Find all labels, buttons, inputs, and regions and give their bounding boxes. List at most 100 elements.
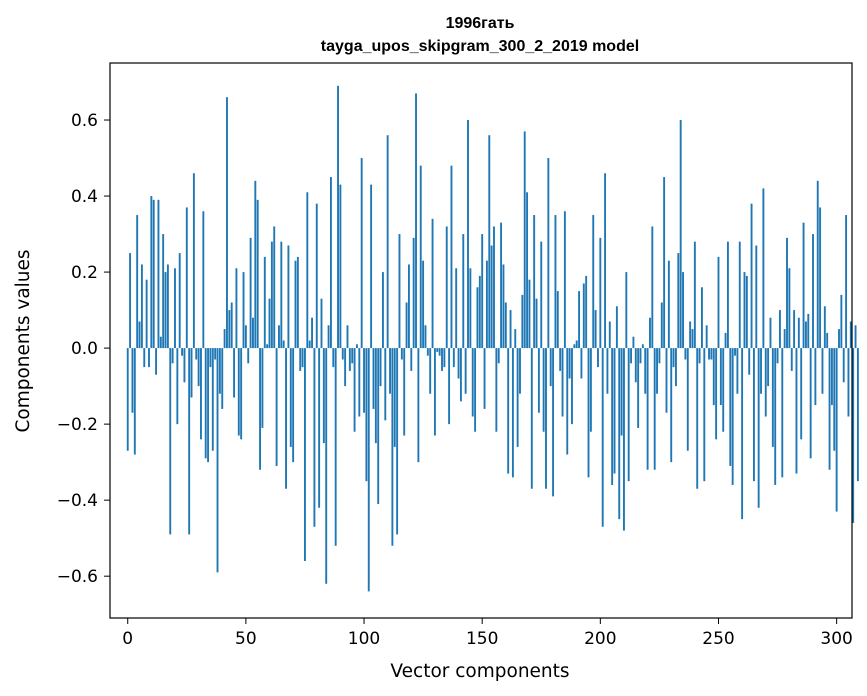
bar bbox=[490, 245, 493, 349]
bar bbox=[578, 291, 581, 349]
bar bbox=[176, 348, 179, 425]
bar bbox=[755, 245, 758, 349]
bar bbox=[252, 317, 254, 349]
bar bbox=[698, 348, 701, 364]
bar bbox=[528, 279, 531, 349]
bar bbox=[287, 245, 290, 349]
x-tick-label: 150 bbox=[466, 629, 498, 649]
bar bbox=[381, 272, 384, 349]
bar bbox=[660, 302, 663, 349]
bar bbox=[348, 348, 351, 371]
bar bbox=[311, 317, 313, 349]
bar bbox=[705, 325, 708, 349]
bar bbox=[533, 215, 536, 349]
y-tick-label: −0.2 bbox=[57, 415, 98, 435]
bar bbox=[306, 192, 309, 349]
bar bbox=[835, 348, 838, 512]
bar bbox=[597, 348, 599, 368]
bar bbox=[384, 348, 387, 421]
bar bbox=[495, 348, 498, 432]
bar bbox=[606, 348, 609, 394]
bar bbox=[519, 348, 521, 394]
bar bbox=[188, 348, 191, 535]
bar bbox=[852, 348, 855, 523]
bar bbox=[802, 222, 805, 349]
bar bbox=[398, 234, 401, 349]
bar bbox=[391, 348, 394, 546]
bar bbox=[455, 268, 458, 349]
bar bbox=[178, 253, 181, 349]
bar-series bbox=[126, 85, 859, 592]
bar bbox=[677, 253, 680, 349]
bar bbox=[476, 287, 479, 349]
bar bbox=[856, 348, 859, 482]
bar bbox=[346, 325, 349, 349]
bar bbox=[589, 348, 592, 432]
bar bbox=[263, 256, 266, 349]
bar bbox=[516, 348, 519, 447]
bar bbox=[325, 348, 328, 584]
bar bbox=[627, 348, 630, 482]
bar bbox=[148, 348, 150, 368]
bar bbox=[726, 241, 729, 349]
bar bbox=[790, 348, 793, 371]
bar bbox=[218, 348, 221, 394]
bar bbox=[830, 348, 833, 406]
bar bbox=[814, 348, 817, 406]
bar bbox=[330, 177, 332, 349]
bar bbox=[526, 192, 529, 349]
bar bbox=[289, 348, 292, 447]
bar bbox=[223, 329, 226, 349]
bar bbox=[507, 348, 510, 474]
bar bbox=[452, 348, 455, 368]
bar bbox=[207, 348, 210, 463]
bar bbox=[233, 348, 236, 398]
bar bbox=[367, 348, 370, 592]
bar bbox=[372, 348, 375, 409]
bar bbox=[467, 120, 469, 349]
bar bbox=[722, 348, 725, 432]
bar bbox=[679, 120, 682, 349]
bar bbox=[618, 348, 621, 520]
bar bbox=[438, 348, 441, 356]
bar bbox=[571, 348, 573, 425]
bar bbox=[327, 325, 330, 349]
bar bbox=[424, 325, 427, 349]
bar bbox=[502, 264, 505, 349]
x-axis-ticks: 0 50 100 150 200 250 300 bbox=[122, 618, 853, 649]
bar bbox=[140, 264, 143, 349]
x-tick-label: 200 bbox=[584, 629, 616, 649]
bar bbox=[261, 348, 264, 428]
bar bbox=[441, 348, 443, 371]
bar bbox=[341, 348, 344, 360]
bar bbox=[197, 348, 200, 387]
bar bbox=[400, 348, 403, 360]
bar bbox=[656, 348, 658, 394]
bar bbox=[545, 348, 547, 489]
bar bbox=[663, 177, 666, 349]
bar bbox=[360, 158, 363, 349]
chart-subtitle: tayga_upos_skipgram_300_2_2019 model bbox=[321, 38, 639, 55]
bar bbox=[337, 85, 339, 349]
bar bbox=[370, 184, 373, 349]
bar bbox=[625, 272, 628, 349]
bar bbox=[828, 348, 831, 470]
bar bbox=[445, 226, 448, 349]
bar bbox=[563, 211, 566, 349]
bar bbox=[211, 348, 214, 451]
bar bbox=[854, 325, 857, 349]
bar bbox=[308, 340, 311, 349]
bar bbox=[204, 348, 207, 459]
bar bbox=[249, 237, 252, 349]
bar bbox=[192, 173, 195, 349]
bar bbox=[226, 97, 228, 349]
bar bbox=[429, 348, 432, 394]
bar bbox=[826, 332, 829, 349]
bar bbox=[745, 275, 748, 349]
bar bbox=[604, 173, 607, 349]
bar bbox=[840, 294, 843, 349]
bar bbox=[500, 222, 503, 349]
bar bbox=[774, 348, 777, 485]
bar bbox=[181, 348, 184, 356]
bar bbox=[783, 329, 786, 349]
